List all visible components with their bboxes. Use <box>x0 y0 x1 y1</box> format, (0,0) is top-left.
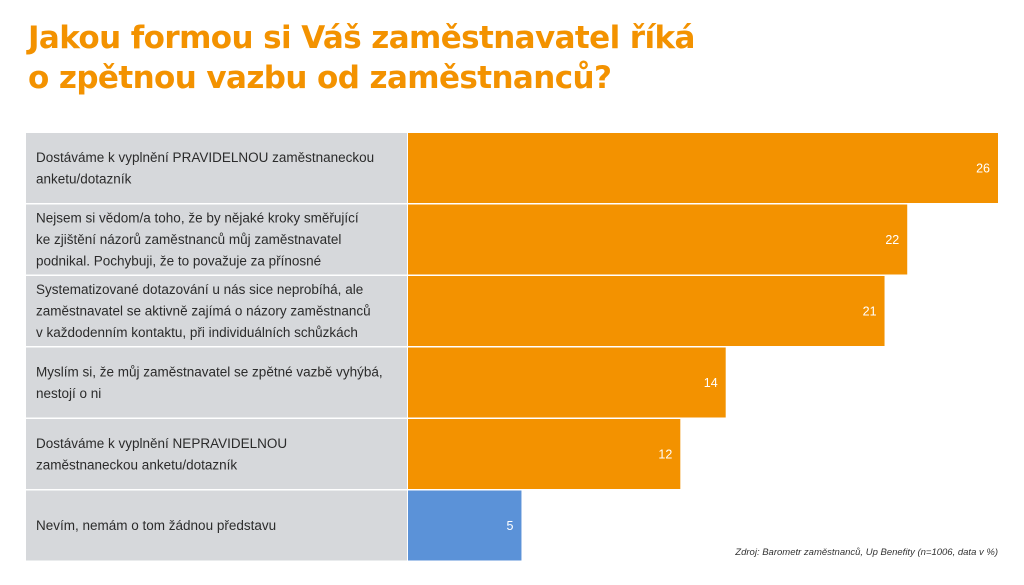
bar <box>408 276 885 346</box>
data-label: 14 <box>704 376 718 390</box>
category-label-panel <box>26 347 407 418</box>
category-label-panel <box>26 133 407 203</box>
chart-title-line-2: o zpětnou vazbu od zaměstnanců? <box>28 60 612 96</box>
category-label: Dostáváme k vyplnění PRAVIDELNOU zaměstn… <box>36 150 374 187</box>
chart-title-line-1: Jakou formou si Váš zaměstnavatel říká <box>28 20 695 56</box>
category-label: Myslím si, že můj zaměstnavatel se zpětn… <box>36 364 383 401</box>
category-label: Systematizované dotazování u nás sice ne… <box>36 282 371 340</box>
data-label: 12 <box>658 448 672 462</box>
category-label: Nevím, nemám o tom žádnou představu <box>36 518 276 533</box>
category-label: Nejsem si vědom/a toho, že by nějaké kro… <box>36 211 359 269</box>
chart-title: Jakou formou si Váš zaměstnavatel říká o… <box>28 18 695 98</box>
category-label-panel <box>26 419 407 489</box>
bar <box>408 419 681 489</box>
bar <box>408 490 522 561</box>
category-label-panel <box>26 204 407 275</box>
data-label: 26 <box>976 162 990 176</box>
source-note: Zdroj: Barometr zaměstnanců, Up Benefity… <box>735 547 998 558</box>
category-label-panel <box>26 490 407 561</box>
category-label: Dostáváme k vyplnění NEPRAVIDELNOU zaměst… <box>36 436 287 473</box>
bar <box>408 204 908 275</box>
category-label-panel <box>26 276 407 346</box>
bar <box>408 347 726 418</box>
data-label: 21 <box>863 305 877 319</box>
data-label: 5 <box>507 519 514 533</box>
bar <box>408 133 998 203</box>
data-label: 22 <box>885 233 899 247</box>
